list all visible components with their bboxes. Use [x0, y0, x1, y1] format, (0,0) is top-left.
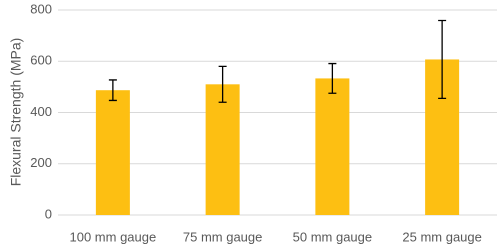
error-bar [438, 19, 447, 100]
x-tick-label: 100 mm gauge [70, 229, 157, 244]
x-tick-label: 50 mm gauge [293, 229, 373, 244]
bar [315, 78, 350, 215]
y-tick-label: 200 [30, 155, 52, 170]
y-tick-label: 600 [30, 53, 52, 68]
y-tick-label: 400 [30, 104, 52, 119]
error-bar [328, 62, 337, 94]
error-bar [108, 79, 117, 102]
x-tick-label: 25 mm gauge [402, 229, 482, 244]
error-bar [218, 65, 227, 103]
bar [205, 84, 240, 215]
x-tick-label: 75 mm gauge [183, 229, 263, 244]
y-axis-label: Flexural Strength (MPa) [8, 38, 24, 187]
bar [95, 90, 130, 215]
y-tick-label: 0 [45, 206, 52, 221]
y-tick-label: 800 [30, 1, 52, 16]
